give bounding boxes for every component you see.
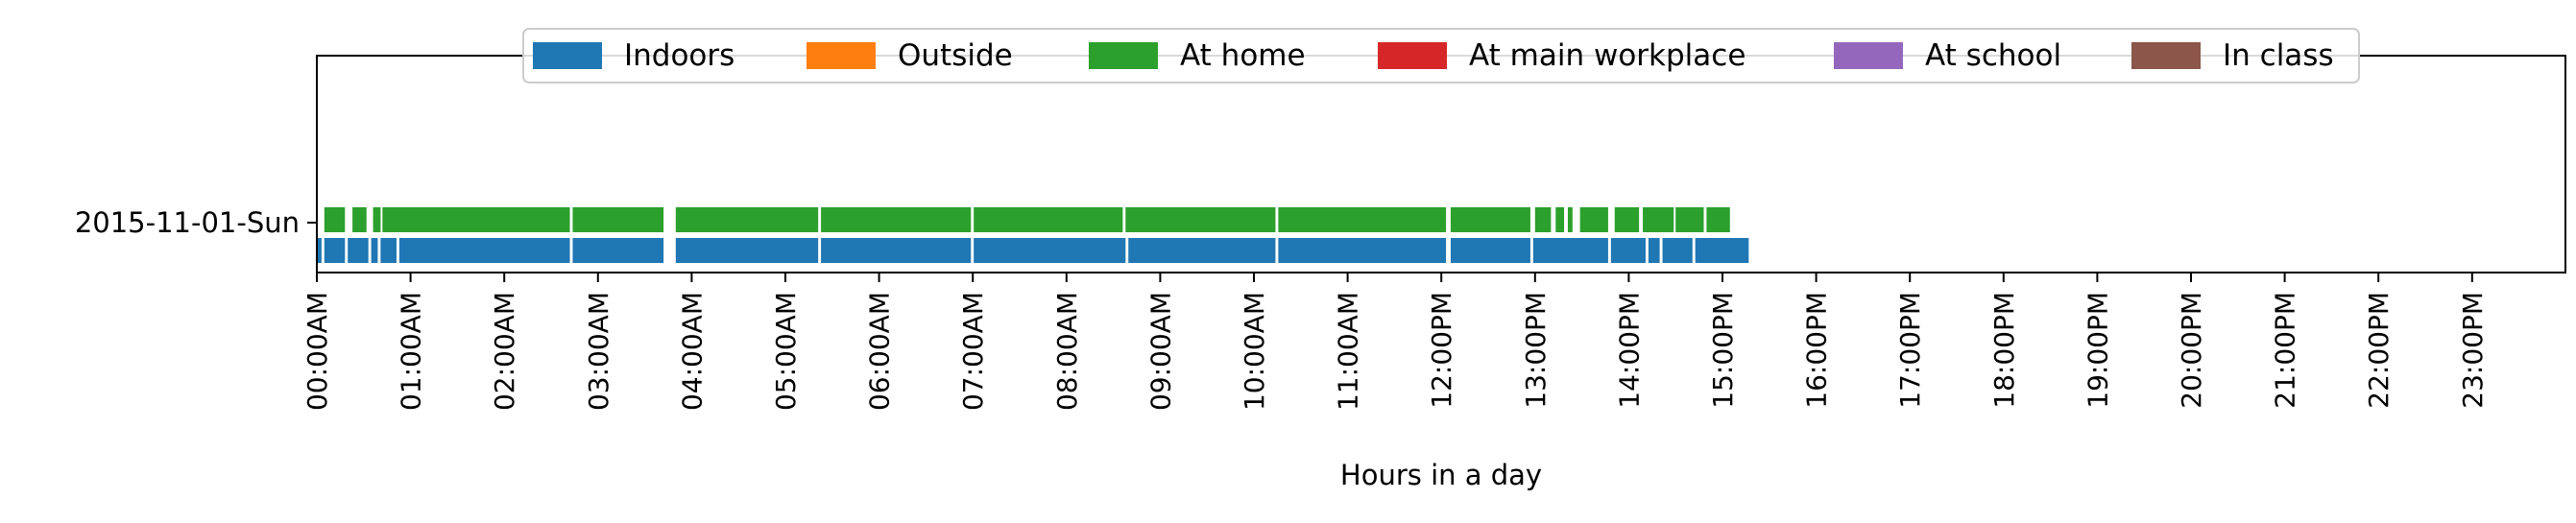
bar-indoors-0 (317, 238, 322, 263)
bar-indoors-14 (1610, 238, 1646, 263)
x-tick-label: 13:00PM (1520, 292, 1552, 409)
bar-indoors-4 (380, 238, 397, 263)
bar-indoors-16 (1662, 238, 1693, 263)
y-tick-label: 2015-11-01-Sun (75, 206, 300, 239)
x-tick-label: 19:00PM (2082, 292, 2113, 409)
legend-label-at-main-workplace: At main workplace (1469, 38, 1745, 73)
bar-indoors-6 (572, 238, 664, 263)
bar-indoors-12 (1450, 238, 1530, 263)
x-tick-label: 20:00PM (2176, 292, 2207, 409)
x-tick-label: 07:00AM (957, 292, 989, 411)
x-tick-label: 23:00PM (2457, 292, 2489, 409)
bar-at-home-2 (373, 207, 381, 232)
bar-indoors-5 (398, 238, 570, 263)
y-axis: 2015-11-01-Sun (75, 206, 317, 239)
bar-at-home-16 (1643, 207, 1674, 232)
bar-at-home-11 (1534, 207, 1552, 232)
bar-indoors-7 (675, 238, 819, 263)
x-tick-label: 16:00PM (1801, 292, 1833, 409)
bar-at-home-3 (382, 207, 570, 232)
bar-at-home-18 (1706, 207, 1730, 232)
legend-swatch-indoors (533, 42, 602, 69)
x-tick-label: 17:00PM (1894, 292, 1926, 409)
x-tick-label: 22:00PM (2363, 292, 2395, 409)
legend: Indoors Outside At home At main workplace At… (522, 28, 2360, 83)
bar-at-home-6 (821, 207, 972, 232)
bar-at-home-12 (1555, 207, 1565, 232)
bar-at-home-15 (1614, 207, 1640, 232)
bar-at-home-1 (352, 207, 367, 232)
bar-indoors-10 (1128, 238, 1276, 263)
x-tick-label: 11:00AM (1333, 292, 1364, 411)
x-tick-label: 14:00PM (1613, 292, 1645, 409)
x-tick-label: 02:00AM (489, 292, 520, 411)
bar-at-home-4 (572, 207, 664, 232)
bar-indoors-2 (348, 238, 369, 263)
x-tick-label: 12:00PM (1426, 292, 1457, 409)
bar-indoors-17 (1695, 238, 1749, 263)
legend-label-at-home: At home (1180, 38, 1306, 73)
bar-indoors-8 (821, 238, 972, 263)
x-tick-label: 15:00PM (1707, 292, 1739, 409)
legend-label-outside: Outside (898, 38, 1013, 73)
bar-at-home-0 (324, 207, 346, 232)
bar-at-home-14 (1579, 207, 1608, 232)
x-tick-label: 09:00AM (1144, 292, 1176, 411)
bar-indoors-11 (1278, 238, 1447, 263)
x-axis-label: Hours in a day (1340, 459, 1542, 491)
legend-label-indoors: Indoors (624, 38, 734, 73)
bar-at-home-10 (1450, 207, 1530, 232)
bar-indoors-3 (371, 238, 378, 263)
legend-swatch-in-class (2131, 42, 2201, 69)
x-tick-label: 10:00AM (1239, 292, 1270, 411)
bar-at-home-8 (1125, 207, 1276, 232)
x-axis: 00:00AM 01:00AM 02:00AM 03:00AM 04:00AM 05:00… (301, 273, 2489, 411)
legend-label-in-class: In class (2223, 38, 2334, 73)
x-tick-label: 18:00PM (1988, 292, 2020, 409)
x-tick-label: 01:00AM (396, 292, 427, 411)
bar-indoors-1 (324, 238, 346, 263)
legend-label-at-school: At school (1925, 38, 2061, 73)
x-tick-label: 21:00PM (2270, 292, 2301, 409)
x-tick-label: 04:00AM (676, 292, 708, 411)
bar-indoors-13 (1532, 238, 1608, 263)
x-tick-label: 03:00AM (583, 292, 614, 411)
legend-swatch-at-school (1834, 42, 1903, 69)
bar-at-home-5 (675, 207, 819, 232)
bar-at-home-17 (1675, 207, 1704, 232)
legend-swatch-at-main-workplace (1378, 42, 1447, 69)
x-tick-label: 06:00AM (864, 292, 896, 411)
x-tick-label: 05:00AM (770, 292, 802, 411)
bar-at-home-7 (974, 207, 1123, 232)
legend-swatch-outside (807, 42, 876, 69)
bar-at-home-13 (1567, 207, 1573, 232)
bar-indoors-9 (974, 238, 1126, 263)
bar-at-home-9 (1278, 207, 1447, 232)
x-tick-label: 08:00AM (1051, 292, 1083, 411)
bar-indoors-15 (1648, 238, 1660, 263)
bars-layer (317, 207, 1749, 263)
x-tick-label: 00:00AM (301, 292, 333, 411)
legend-swatch-at-home (1089, 42, 1158, 69)
